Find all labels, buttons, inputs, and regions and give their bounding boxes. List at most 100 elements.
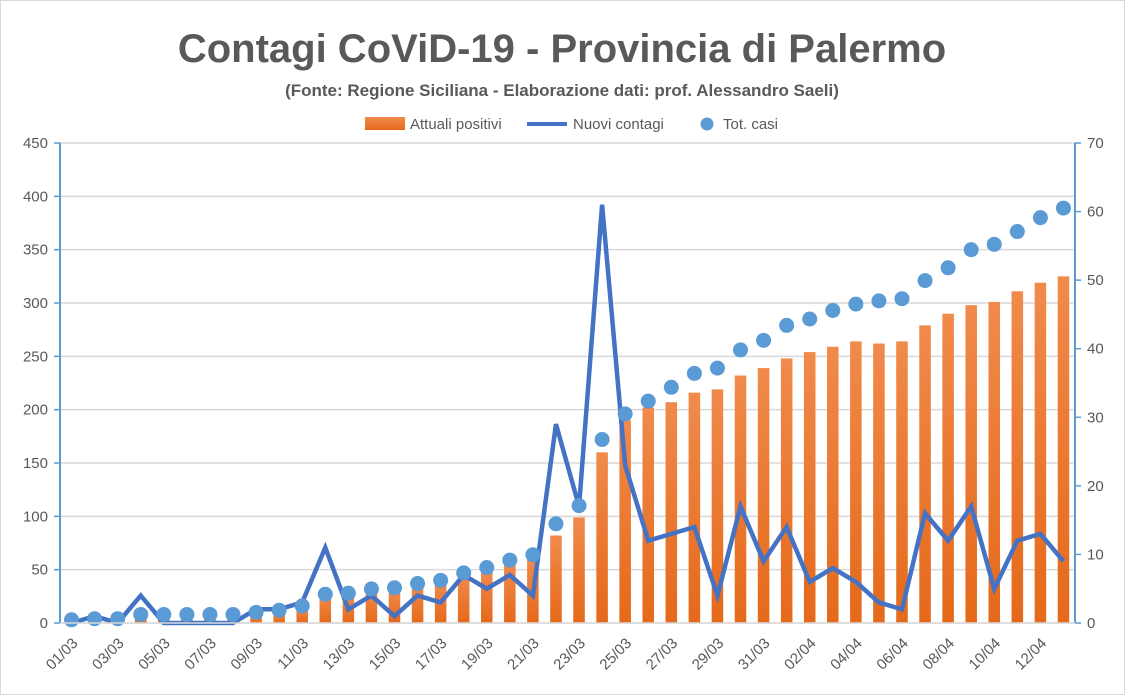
dot-tot-casi [917,273,933,289]
bar-attuali-positivi [642,407,655,623]
dot-tot-casi [594,432,610,448]
dot-tot-casi [1009,224,1025,240]
bar-attuali-positivi [411,585,424,623]
bar-attuali-positivi [296,607,308,623]
x-axis-tick-label: 10/04 [966,635,1005,674]
dot-tot-casi [87,611,103,627]
bar-attuali-positivi [365,591,378,623]
dot-tot-casi [686,365,702,381]
dot-tot-casi [848,296,864,312]
dot-tot-casi [1032,210,1048,226]
bar-attuali-positivi [734,375,747,623]
dot-tot-casi [779,317,795,333]
x-axis-tick-label: 01/03 [43,635,82,674]
right-axis-tick-label: 10 [1087,546,1104,563]
dot-tot-casi [940,260,956,276]
dot-tot-casi [456,565,472,581]
dot-tot-casi [110,611,126,627]
x-axis-tick-label: 13/03 [320,635,359,674]
x-axis-tick-label: 15/03 [366,635,405,674]
dot-tot-casi [248,604,264,620]
bar-attuali-positivi [688,392,701,623]
left-axis-tick-label: 350 [23,242,48,259]
dot-tot-casi [525,547,541,563]
right-axis-tick-label: 30 [1087,409,1104,426]
x-axis-tick-label: 31/03 [735,635,774,674]
dot-tot-casi [64,612,80,628]
bar-attuali-positivi [550,535,562,623]
bar-attuali-positivi [619,420,631,623]
bar-attuali-positivi [896,341,908,623]
bar-attuali-positivi [665,402,678,623]
tick-labels: 0 50 100 150 200 250 300 350 400 450 0 10 20 30 40 50 60… [23,135,1104,673]
bar-attuali-positivi [850,341,862,623]
legend: Attuali positivi Nuovi contagi Tot. casi [365,116,778,133]
right-axis-tick-label: 0 [1087,615,1095,632]
left-axis-tick-label: 50 [31,562,48,579]
dot-tot-casi [179,606,195,622]
dot-tot-casi [733,342,749,358]
left-axis-tick-label: 0 [40,615,48,632]
bar-attuali-positivi [388,589,401,623]
legend-label-line: Nuovi contagi [573,116,664,133]
axes [54,142,1081,624]
bar-attuali-positivi [803,352,816,623]
bar-attuali-positivi [457,576,470,623]
line-path-nuovi-contagi [70,204,1066,626]
x-axis-tick-label: 08/04 [919,635,958,674]
bar-attuali-positivi [1034,282,1047,623]
bar-attuali-positivi [573,517,585,623]
dot-tot-casi [986,236,1002,252]
left-axis-tick-label: 300 [23,295,48,312]
x-axis-tick-label: 29/03 [689,635,728,674]
left-axis-tick-label: 100 [23,508,48,525]
dot-tot-casi [156,606,172,622]
left-axis-tick-label: 200 [23,402,48,419]
dot-tot-casi [617,406,633,422]
dot-tot-casi [756,332,772,348]
x-axis-tick-label: 07/03 [181,635,220,674]
dot-tot-casi [340,585,356,601]
dot-tot-casi [294,598,310,614]
x-axis-tick-label: 21/03 [504,635,543,674]
dot-tot-casi [202,606,218,622]
x-axis-tick-label: 23/03 [550,635,589,674]
x-axis-tick-label: 11/03 [274,635,312,673]
x-axis-tick-label: 17/03 [412,635,451,674]
x-axis-tick-label: 06/04 [873,635,912,674]
bar-attuali-positivi [1057,276,1070,623]
legend-swatch-dots [700,117,714,131]
bar-attuali-positivi [942,313,954,623]
left-axis-tick-label: 250 [23,348,48,365]
dot-tot-casi [640,393,656,409]
x-axis-tick-label: 25/03 [596,635,635,674]
bar-attuali-positivi [780,358,793,623]
legend-label-dots: Tot. casi [723,116,778,133]
right-axis-tick-label: 40 [1087,341,1104,358]
dot-tot-casi [894,291,910,307]
bar-attuali-positivi [711,389,724,623]
legend-swatch-bars [365,117,405,130]
bar-attuali-positivi [504,564,516,623]
chart-title: Contagi CoViD-19 - Provincia di Palermo [178,27,946,71]
x-axis-tick-label: 05/03 [135,635,174,674]
x-axis-tick-label: 04/04 [827,635,866,674]
dot-tot-casi [363,581,379,597]
legend-label-bars: Attuali positivi [410,116,502,133]
x-axis-tick-label: 27/03 [643,635,682,674]
bar-attuali-positivi [1011,291,1024,623]
right-axis-tick-label: 20 [1087,478,1104,495]
bar-attuali-positivi [965,305,977,623]
dot-tot-casi [709,360,725,376]
x-axis-tick-label: 03/03 [89,635,128,674]
bar-attuali-positivi [873,343,885,623]
dot-tot-casi [317,586,333,602]
dot-tot-casi [663,379,679,395]
dot-tot-casi [410,576,426,592]
dot-tot-casi [963,242,979,258]
left-axis-tick-label: 150 [23,455,48,472]
bar-attuali-positivi [919,325,931,623]
dot-tot-casi [548,516,564,532]
line-nuovi-contagi [70,204,1066,626]
dot-tot-casi [433,572,449,588]
